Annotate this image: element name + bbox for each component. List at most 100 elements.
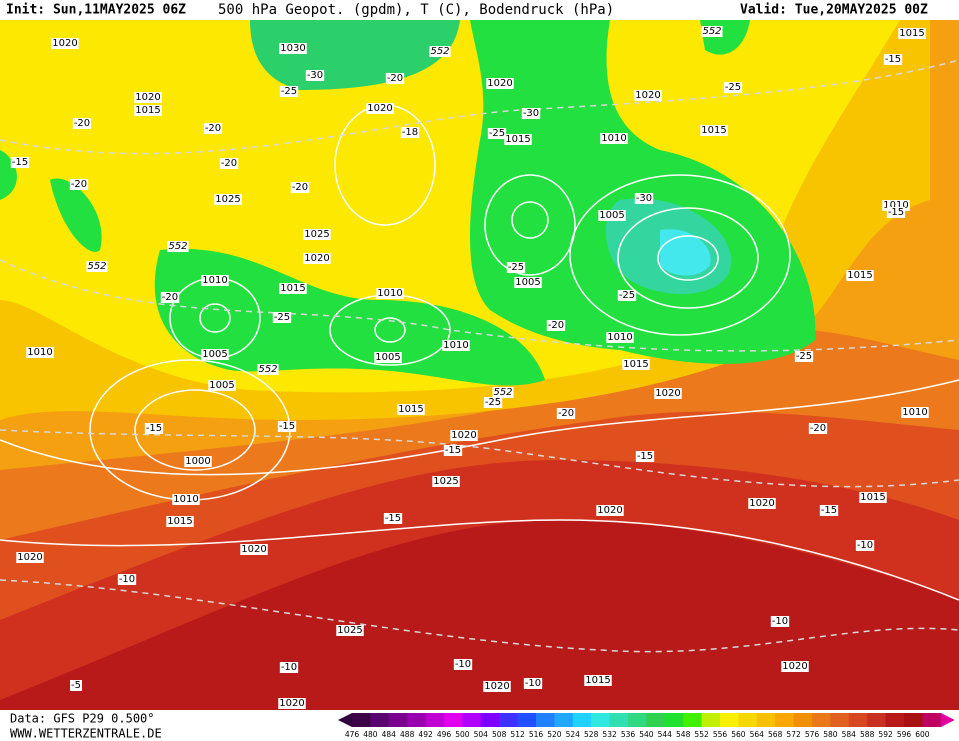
label-box [504, 134, 532, 145]
contour-label: 552 [257, 364, 279, 375]
colorbar-label: 520 [547, 730, 562, 739]
label-box [305, 70, 325, 81]
contour-label: 1020 [596, 505, 624, 516]
contour-label: -10 [523, 678, 543, 689]
label-box [134, 92, 162, 103]
temperature-label: -10 [119, 574, 135, 585]
label-box [257, 364, 279, 375]
colorbar-label: 596 [897, 730, 912, 739]
label-box [450, 430, 478, 441]
contour-label: 1015 [622, 359, 650, 370]
geopotential-label: 552 [258, 364, 277, 375]
colorbar-label: 476 [345, 730, 360, 739]
label-box [859, 492, 887, 503]
pressure-label: 1015 [505, 134, 530, 145]
temperature-label: -25 [508, 262, 524, 273]
geopotential-label: 552 [430, 46, 449, 57]
colorbar-label: 508 [492, 730, 507, 739]
label-box [855, 540, 875, 551]
pressure-label: 1010 [902, 407, 927, 418]
temperature-label: -10 [281, 662, 297, 673]
contour-label: -20 [546, 320, 566, 331]
colorbar-swatch [848, 713, 868, 727]
label-box [374, 352, 402, 363]
pressure-label: 1015 [135, 105, 160, 116]
pressure-label: 1025 [337, 625, 362, 636]
contour-label: 1020 [134, 92, 162, 103]
pressure-label: 1020 [749, 498, 774, 509]
pressure-label: 1020 [451, 430, 476, 441]
pressure-label: 1020 [304, 253, 329, 264]
label-box [483, 397, 503, 408]
label-box [701, 26, 723, 37]
label-box [506, 262, 526, 273]
label-box [167, 241, 189, 252]
temperature-label: -20 [221, 158, 237, 169]
temperature-label: -20 [205, 123, 221, 134]
colorbar-swatch [701, 713, 721, 727]
contour-label: -20 [203, 123, 223, 134]
colorbar-swatch [793, 713, 813, 727]
label-box [184, 456, 212, 467]
contour-label: 1015 [397, 404, 425, 415]
contour-label: 1005 [201, 349, 229, 360]
contour-label: -30 [521, 108, 541, 119]
label-box [290, 182, 310, 193]
contour-label: -20 [69, 179, 89, 190]
label-box [26, 347, 54, 358]
geopotential-label: 552 [87, 261, 106, 272]
label-box [635, 451, 655, 462]
colorbar-label: 492 [418, 730, 433, 739]
pressure-label: 1005 [202, 349, 227, 360]
colorbar-label: 524 [566, 730, 581, 739]
temperature-label: -10 [772, 616, 788, 627]
contour-label: -15 [819, 505, 839, 516]
label-box [201, 349, 229, 360]
contour-label: -25 [272, 312, 292, 323]
contour-label: -20 [72, 118, 92, 129]
contour-label: 1015 [898, 28, 926, 39]
label-box [882, 200, 910, 211]
label-box [442, 340, 470, 351]
colorbar-swatch [922, 713, 942, 727]
pressure-label: 1020 [655, 388, 680, 399]
label-box [486, 78, 514, 89]
contour-label: 1030 [279, 43, 307, 54]
temperature-label: -5 [71, 680, 81, 691]
site-name: WWW.WETTERZENTRALE.DE [10, 727, 162, 741]
label-box [523, 678, 543, 689]
colorbar-swatch [867, 713, 887, 727]
label-box [514, 277, 542, 288]
temperature-label: -15 [637, 451, 653, 462]
label-box [166, 516, 194, 527]
label-box [634, 90, 662, 101]
contour-label: 1025 [432, 476, 460, 487]
colorbar-left-arrow [338, 713, 352, 727]
contour-label: -10 [279, 662, 299, 673]
colorbar: 476 480 484 488 492 496 500 504 508 512 516 520 524 5… [338, 713, 955, 739]
temperature-label: -15 [445, 445, 461, 456]
colorbar-swatch [388, 713, 408, 727]
contour-label: -25 [279, 86, 299, 97]
label-box [160, 292, 180, 303]
label-box [303, 253, 331, 264]
label-box [144, 423, 164, 434]
label-box [172, 494, 200, 505]
temperature-label: -15 [885, 54, 901, 65]
pressure-label: 1020 [241, 544, 266, 555]
colorbar-label: 536 [621, 730, 636, 739]
label-box [272, 312, 292, 323]
label-box [846, 270, 874, 281]
label-box [203, 123, 223, 134]
pressure-label: 1020 [782, 661, 807, 672]
temperature-label: -25 [485, 397, 501, 408]
temperature-label: -20 [292, 182, 308, 193]
temperature-label: -30 [636, 193, 652, 204]
colorbar-swatch [572, 713, 592, 727]
colorbar-swatch [480, 713, 500, 727]
temperature-label: -25 [619, 290, 635, 301]
pressure-label: 1020 [484, 681, 509, 692]
colorbar-label: 484 [382, 730, 397, 739]
contour-labels: 1020 1030 1020 1015 1020 1020 1020 1015 1010 1015… [10, 26, 929, 709]
